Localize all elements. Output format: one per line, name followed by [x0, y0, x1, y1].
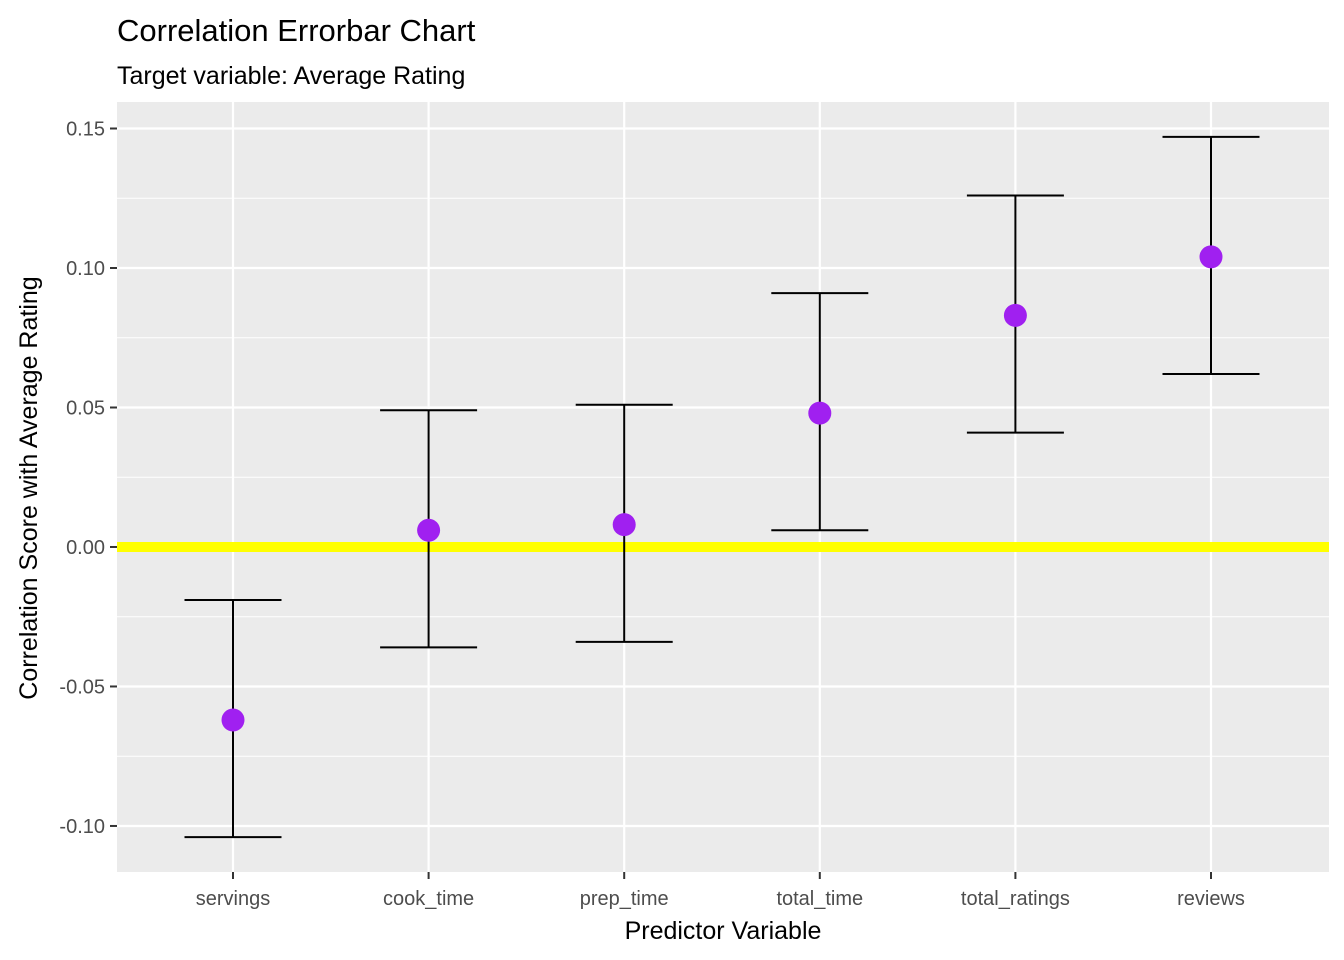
- point-servings: [221, 708, 245, 732]
- y-tick-label: 0.05: [66, 397, 105, 419]
- plot-panel: [117, 102, 1329, 872]
- point-prep_time: [612, 513, 636, 537]
- x-tick-label-servings: servings: [196, 888, 270, 910]
- chart-subtitle: Target variable: Average Rating: [117, 62, 465, 90]
- point-cook_time: [417, 518, 441, 542]
- y-tick-label: 0.10: [66, 258, 105, 280]
- point-reviews: [1199, 245, 1223, 269]
- y-tick-label: -0.10: [59, 816, 105, 838]
- y-tick-label: 0.00: [66, 537, 105, 559]
- x-tick-label-total_time: total_time: [776, 888, 863, 910]
- point-layer: [221, 245, 1223, 732]
- x-axis-title: Predictor Variable: [625, 917, 822, 945]
- x-tick-label-cook_time: cook_time: [383, 888, 474, 910]
- x-axis: servings cook_time prep_time total_time tota…: [196, 872, 1245, 910]
- chart-title: Correlation Errorbar Chart: [117, 13, 476, 48]
- x-tick-label-prep_time: prep_time: [580, 888, 669, 910]
- y-tick-label: 0.15: [66, 119, 105, 141]
- x-tick-label-reviews: reviews: [1177, 888, 1245, 910]
- point-total_time: [808, 401, 832, 425]
- x-tick-label-total_ratings: total_ratings: [961, 888, 1070, 910]
- y-tick-label: -0.05: [59, 676, 105, 698]
- y-axis-title: Correlation Score with Average Rating: [15, 276, 43, 699]
- y-axis: -0.10 -0.05 0.00 0.05 0.10 0.15: [59, 119, 117, 838]
- point-total_ratings: [1003, 303, 1027, 327]
